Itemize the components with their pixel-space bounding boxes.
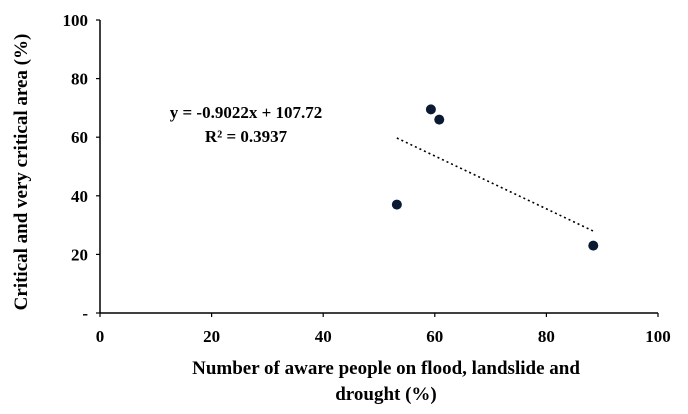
data-point xyxy=(588,240,599,251)
y-tick-label: 40 xyxy=(71,187,88,206)
x-axis-ticks: 0 20 40 60 80 100 xyxy=(96,313,671,346)
x-tick-label: 100 xyxy=(645,327,671,346)
x-tick-label: 40 xyxy=(315,327,332,346)
y-tick-label: 20 xyxy=(71,245,88,264)
x-axis-label-line-2: drought (%) xyxy=(335,384,437,405)
trendline-equation: y = -0.9022x + 107.72 xyxy=(170,103,323,122)
y-tick-label: - xyxy=(82,304,88,323)
data-point xyxy=(391,199,402,210)
trendline xyxy=(396,137,594,232)
data-point xyxy=(434,114,445,125)
data-point xyxy=(425,104,436,115)
data-points xyxy=(391,104,599,251)
trendline-r2: R² = 0.3937 xyxy=(205,127,288,146)
x-tick-label: 20 xyxy=(203,327,220,346)
y-tick-label: 100 xyxy=(63,11,89,30)
y-tick-label: 80 xyxy=(71,70,88,89)
y-tick-label: 60 xyxy=(71,128,88,147)
x-tick-label: 0 xyxy=(96,327,105,346)
x-axis-label-line-1: Number of aware people on flood, landsli… xyxy=(192,358,580,379)
x-tick-label: 80 xyxy=(538,327,555,346)
y-axis-ticks: - 20 40 60 80 100 xyxy=(63,11,100,323)
y-axis-label: Critical and very critical area (%) xyxy=(11,34,32,311)
x-tick-label: 60 xyxy=(426,327,443,346)
